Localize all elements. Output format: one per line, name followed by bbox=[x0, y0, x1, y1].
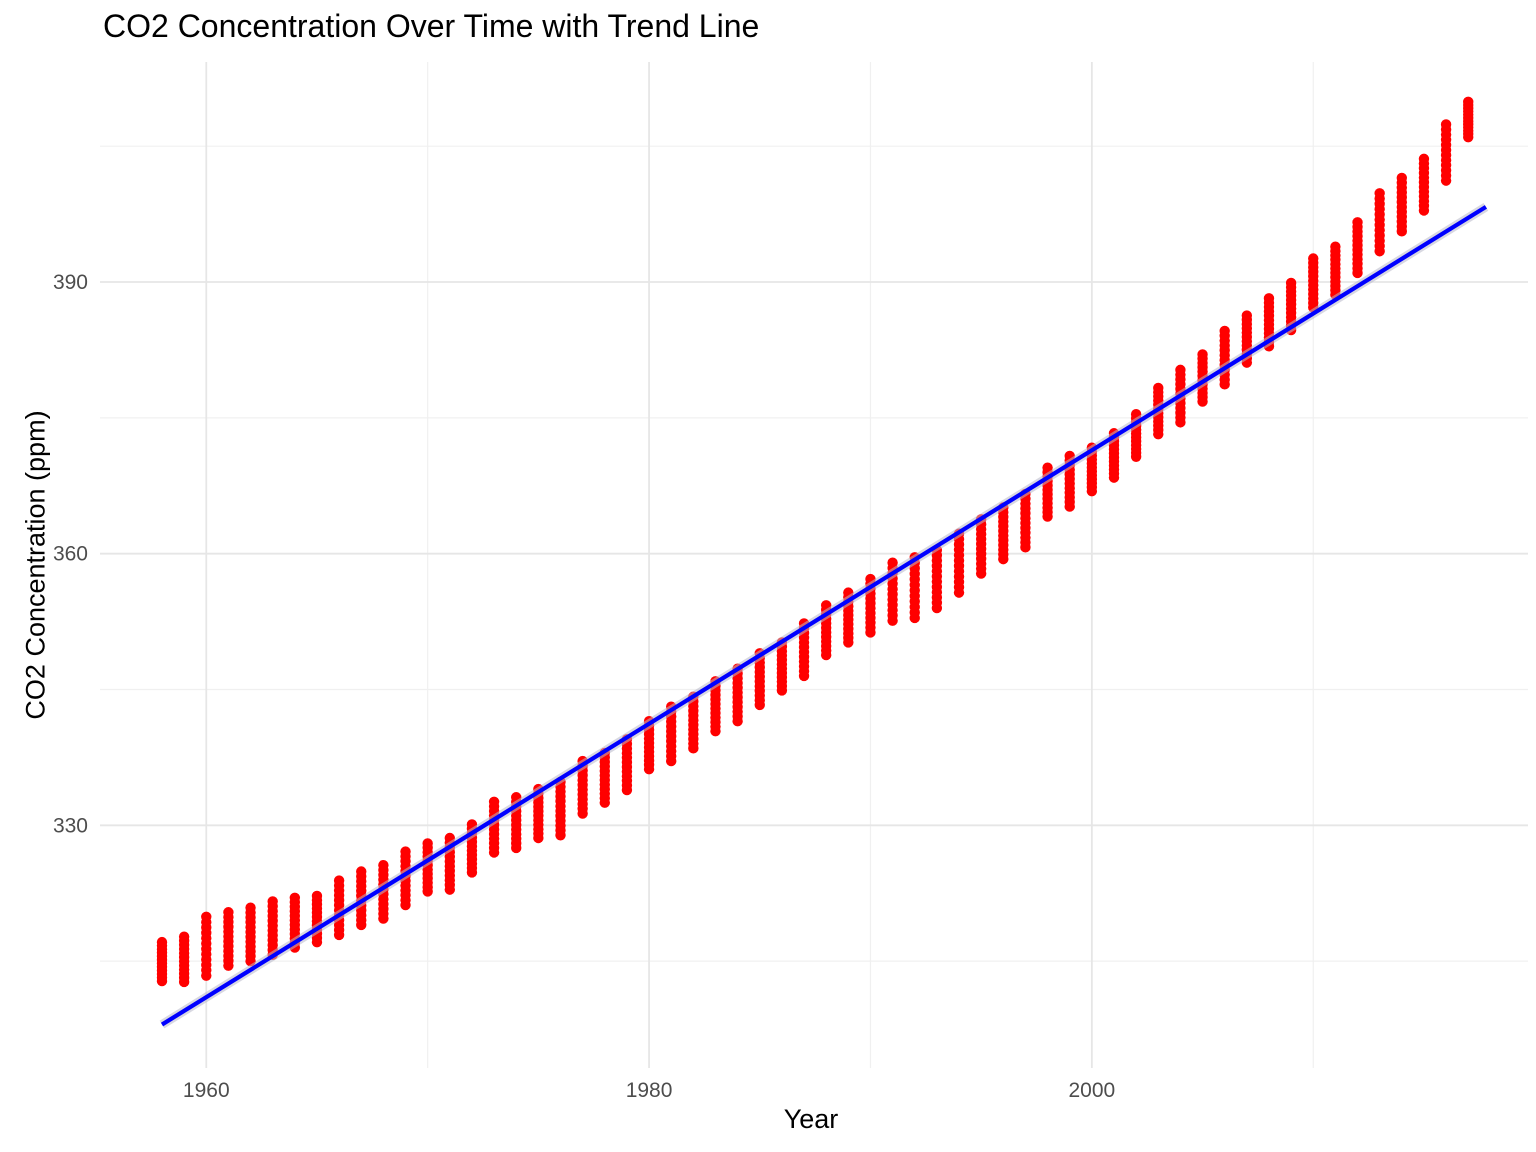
data-point bbox=[1330, 241, 1341, 252]
tick-labels: 1960 1980 2000 330 360 390 bbox=[53, 271, 1115, 1102]
data-point bbox=[1396, 172, 1408, 184]
data-point bbox=[488, 796, 500, 807]
y-tick-label: 390 bbox=[53, 271, 88, 294]
y-axis-label: CO2 Concentration (ppm) bbox=[20, 410, 51, 720]
data-point bbox=[1374, 188, 1385, 199]
x-axis-label: Year bbox=[783, 1104, 839, 1134]
data-point bbox=[201, 911, 212, 922]
data-point bbox=[356, 866, 367, 877]
trend-line-series bbox=[159, 203, 1489, 1029]
data-point bbox=[1241, 310, 1253, 321]
data-point bbox=[1308, 253, 1319, 264]
data-point bbox=[1463, 96, 1474, 108]
scatter-series bbox=[156, 96, 1474, 988]
y-tick-label: 360 bbox=[53, 543, 88, 566]
chart-title: CO2 Concentration Over Time with Trend L… bbox=[103, 8, 760, 44]
data-point bbox=[311, 890, 323, 902]
data-point bbox=[1153, 382, 1164, 394]
data-point bbox=[1175, 364, 1186, 376]
data-point bbox=[378, 859, 389, 871]
trend-line bbox=[160, 205, 1488, 1027]
data-point bbox=[1042, 462, 1053, 473]
x-tick-label: 1960 bbox=[183, 1079, 230, 1102]
data-point bbox=[1285, 277, 1297, 289]
data-point bbox=[1197, 349, 1208, 360]
data-point bbox=[1352, 217, 1363, 228]
data-point bbox=[422, 838, 433, 849]
x-tick-label: 1980 bbox=[626, 1079, 673, 1102]
data-point bbox=[887, 557, 898, 568]
x-tick-label: 2000 bbox=[1068, 1079, 1115, 1102]
data-point bbox=[178, 931, 190, 942]
data-point bbox=[223, 907, 234, 918]
y-tick-label: 330 bbox=[53, 814, 88, 837]
data-point bbox=[1440, 119, 1452, 130]
data-point bbox=[400, 846, 411, 857]
data-point bbox=[267, 896, 278, 907]
data-point bbox=[1263, 293, 1275, 304]
data-point bbox=[1418, 153, 1430, 165]
data-point bbox=[289, 892, 301, 903]
grid bbox=[100, 62, 1528, 1068]
data-point bbox=[245, 902, 256, 913]
data-point bbox=[156, 936, 168, 948]
data-point bbox=[1219, 325, 1230, 337]
data-point bbox=[333, 875, 345, 886]
